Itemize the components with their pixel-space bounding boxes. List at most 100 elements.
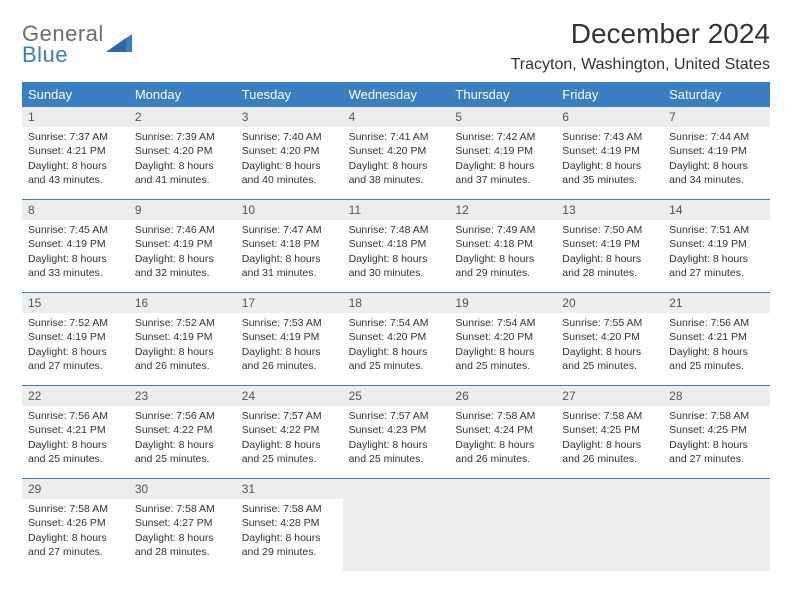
day-info: Sunrise: 7:49 AMSunset: 4:18 PMDaylight:… [449,220,556,286]
day-info: Sunrise: 7:56 AMSunset: 4:21 PMDaylight:… [663,313,770,379]
sunset-text: Sunset: 4:19 PM [135,237,230,251]
calendar-week-row: 22Sunrise: 7:56 AMSunset: 4:21 PMDayligh… [22,385,770,478]
day-number: 5 [449,107,556,127]
daylight-text: and 25 minutes. [455,359,550,373]
daylight-text: and 41 minutes. [135,173,230,187]
sunset-text: Sunset: 4:23 PM [349,423,444,437]
sunrise-text: Sunrise: 7:56 AM [28,409,123,423]
day-info: Sunrise: 7:57 AMSunset: 4:22 PMDaylight:… [236,406,343,472]
sunset-text: Sunset: 4:22 PM [135,423,230,437]
daylight-text: Daylight: 8 hours [135,345,230,359]
daylight-text: Daylight: 8 hours [28,345,123,359]
sunset-text: Sunset: 4:19 PM [242,330,337,344]
sunset-text: Sunset: 4:19 PM [28,237,123,251]
calendar-day-cell: 5Sunrise: 7:42 AMSunset: 4:19 PMDaylight… [449,107,556,199]
sunrise-text: Sunrise: 7:57 AM [349,409,444,423]
sunrise-text: Sunrise: 7:54 AM [455,316,550,330]
daylight-text: Daylight: 8 hours [28,159,123,173]
sunrise-text: Sunrise: 7:58 AM [562,409,657,423]
daylight-text: Daylight: 8 hours [135,252,230,266]
daylight-text: Daylight: 8 hours [455,345,550,359]
sunrise-text: Sunrise: 7:41 AM [349,130,444,144]
day-number: 4 [343,107,450,127]
weekday-header: Friday [556,82,663,107]
calendar-day-cell: 7Sunrise: 7:44 AMSunset: 4:19 PMDaylight… [663,107,770,199]
day-number: 11 [343,200,450,220]
sunset-text: Sunset: 4:21 PM [28,144,123,158]
day-info: Sunrise: 7:47 AMSunset: 4:18 PMDaylight:… [236,220,343,286]
calendar-day-cell: 15Sunrise: 7:52 AMSunset: 4:19 PMDayligh… [22,293,129,385]
daylight-text: Daylight: 8 hours [28,531,123,545]
day-number: 17 [236,293,343,313]
sunrise-text: Sunrise: 7:46 AM [135,223,230,237]
day-info: Sunrise: 7:37 AMSunset: 4:21 PMDaylight:… [22,127,129,193]
daylight-text: Daylight: 8 hours [28,252,123,266]
day-info: Sunrise: 7:51 AMSunset: 4:19 PMDaylight:… [663,220,770,286]
day-number: 24 [236,386,343,406]
daylight-text: and 43 minutes. [28,173,123,187]
day-info: Sunrise: 7:40 AMSunset: 4:20 PMDaylight:… [236,127,343,193]
sunrise-text: Sunrise: 7:55 AM [562,316,657,330]
calendar-day-cell: 27Sunrise: 7:58 AMSunset: 4:25 PMDayligh… [556,386,663,478]
day-info: Sunrise: 7:52 AMSunset: 4:19 PMDaylight:… [129,313,236,379]
sunrise-text: Sunrise: 7:39 AM [135,130,230,144]
daylight-text: and 38 minutes. [349,173,444,187]
weekday-header: Wednesday [343,82,450,107]
sunset-text: Sunset: 4:18 PM [242,237,337,251]
calendar-day-cell: 3Sunrise: 7:40 AMSunset: 4:20 PMDaylight… [236,107,343,199]
calendar-day-cell: 31Sunrise: 7:58 AMSunset: 4:28 PMDayligh… [236,479,343,571]
daylight-text: and 31 minutes. [242,266,337,280]
sunset-text: Sunset: 4:20 PM [349,144,444,158]
sunset-text: Sunset: 4:24 PM [455,423,550,437]
day-info: Sunrise: 7:58 AMSunset: 4:25 PMDaylight:… [556,406,663,472]
sunrise-text: Sunrise: 7:57 AM [242,409,337,423]
daylight-text: Daylight: 8 hours [669,438,764,452]
sunset-text: Sunset: 4:21 PM [669,330,764,344]
weekday-header: Saturday [663,82,770,107]
day-info: Sunrise: 7:58 AMSunset: 4:25 PMDaylight:… [663,406,770,472]
day-info: Sunrise: 7:55 AMSunset: 4:20 PMDaylight:… [556,313,663,379]
calendar-day-cell: 10Sunrise: 7:47 AMSunset: 4:18 PMDayligh… [236,200,343,292]
calendar-day-cell: 16Sunrise: 7:52 AMSunset: 4:19 PMDayligh… [129,293,236,385]
daylight-text: Daylight: 8 hours [562,159,657,173]
calendar-day-cell: 14Sunrise: 7:51 AMSunset: 4:19 PMDayligh… [663,200,770,292]
month-title: December 2024 [511,18,770,50]
sunrise-text: Sunrise: 7:50 AM [562,223,657,237]
day-number: 12 [449,200,556,220]
daylight-text: Daylight: 8 hours [135,159,230,173]
day-number: 16 [129,293,236,313]
calendar-week-row: 8Sunrise: 7:45 AMSunset: 4:19 PMDaylight… [22,199,770,292]
sunrise-text: Sunrise: 7:47 AM [242,223,337,237]
day-info: Sunrise: 7:58 AMSunset: 4:24 PMDaylight:… [449,406,556,472]
weekday-header: Sunday [22,82,129,107]
daylight-text: Daylight: 8 hours [669,159,764,173]
sunset-text: Sunset: 4:19 PM [562,237,657,251]
day-number: 3 [236,107,343,127]
calendar-day-cell: 11Sunrise: 7:48 AMSunset: 4:18 PMDayligh… [343,200,450,292]
daylight-text: and 33 minutes. [28,266,123,280]
daylight-text: and 27 minutes. [28,359,123,373]
daylight-text: and 25 minutes. [562,359,657,373]
day-number: 20 [556,293,663,313]
day-number: 1 [22,107,129,127]
day-number: 10 [236,200,343,220]
daylight-text: Daylight: 8 hours [562,252,657,266]
day-info: Sunrise: 7:58 AMSunset: 4:27 PMDaylight:… [129,499,236,565]
sunset-text: Sunset: 4:18 PM [349,237,444,251]
daylight-text: and 26 minutes. [562,452,657,466]
day-info: Sunrise: 7:53 AMSunset: 4:19 PMDaylight:… [236,313,343,379]
daylight-text: Daylight: 8 hours [242,252,337,266]
sunrise-text: Sunrise: 7:56 AM [669,316,764,330]
day-number: 18 [343,293,450,313]
day-info: Sunrise: 7:54 AMSunset: 4:20 PMDaylight:… [449,313,556,379]
daylight-text: Daylight: 8 hours [242,531,337,545]
sunset-text: Sunset: 4:26 PM [28,516,123,530]
day-info: Sunrise: 7:43 AMSunset: 4:19 PMDaylight:… [556,127,663,193]
title-block: December 2024 Tracyton, Washington, Unit… [511,18,770,74]
sunrise-text: Sunrise: 7:58 AM [242,502,337,516]
daylight-text: Daylight: 8 hours [135,438,230,452]
day-info: Sunrise: 7:44 AMSunset: 4:19 PMDaylight:… [663,127,770,193]
calendar-empty-cell [556,479,663,571]
daylight-text: and 27 minutes. [669,452,764,466]
calendar-day-cell: 2Sunrise: 7:39 AMSunset: 4:20 PMDaylight… [129,107,236,199]
